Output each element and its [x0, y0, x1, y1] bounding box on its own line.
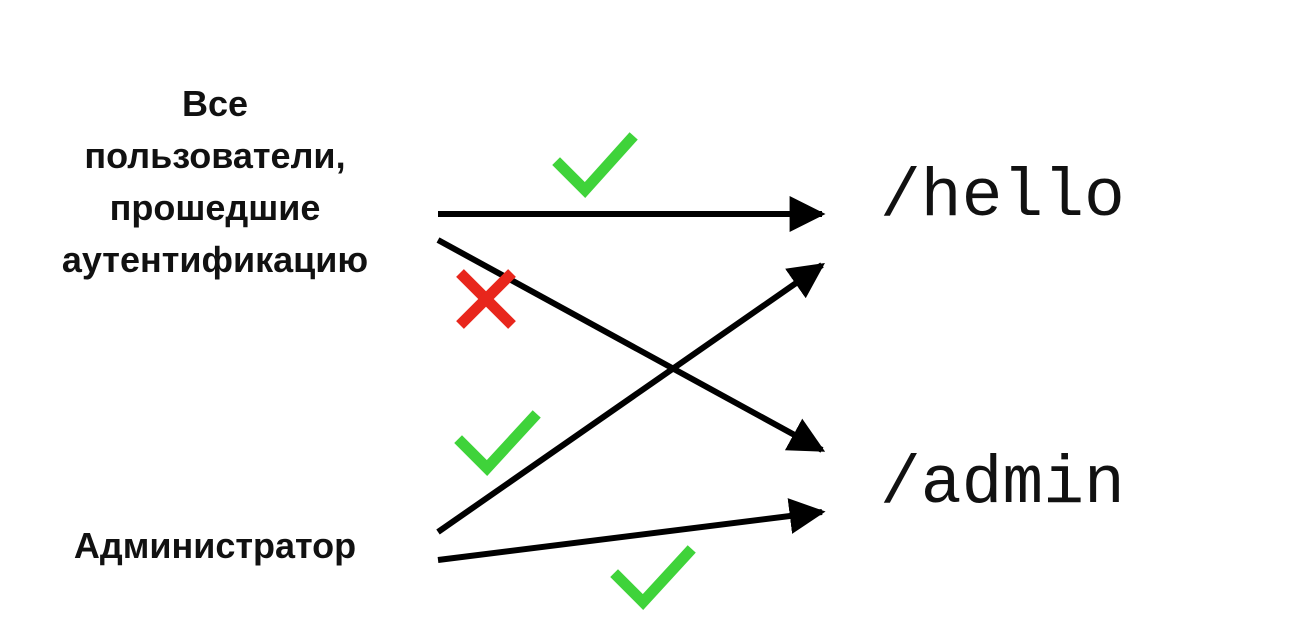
cross-icon: [456, 269, 516, 329]
role-all-authenticated-users: Все пользователи, прошедшие аутентификац…: [20, 78, 410, 286]
endpoint-hello-text: /hello: [880, 159, 1125, 236]
arrow-admin-to-admin: [437, 498, 826, 563]
role-administrator-text: Администратор: [73, 525, 357, 566]
arrow-admin-to-hello: [436, 262, 825, 535]
role-administrator: Администратор: [20, 520, 410, 572]
endpoint-hello: /hello: [880, 158, 1125, 238]
check-icon: [454, 410, 541, 476]
endpoint-admin-text: /admin: [880, 446, 1125, 523]
arrow-all-users-to-admin: [436, 237, 826, 453]
endpoint-admin: /admin: [880, 445, 1125, 525]
check-icon: [552, 132, 638, 198]
role-all-authenticated-users-text: Все пользователи, прошедшие аутентификац…: [61, 83, 369, 280]
check-icon: [610, 545, 696, 610]
